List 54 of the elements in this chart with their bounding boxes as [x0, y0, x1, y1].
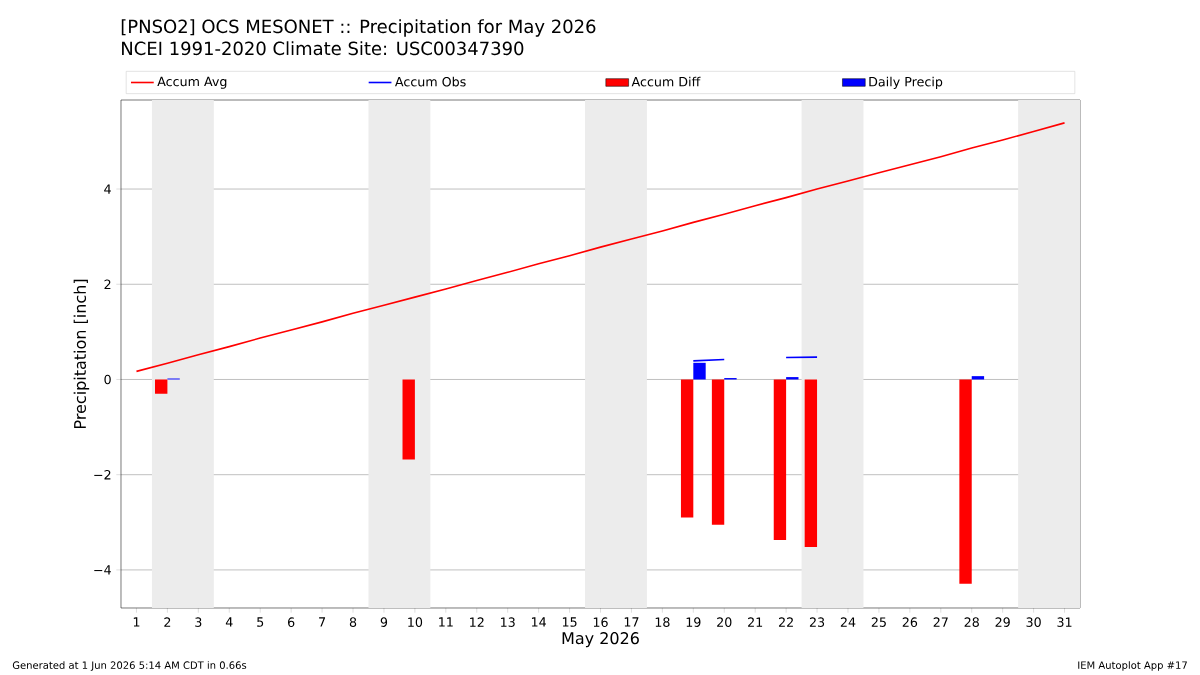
bar	[773, 379, 787, 540]
x-tick-label: 26	[902, 617, 918, 627]
chart-subtitle: NCEI 1991-2020 Climate Site: USC00347390	[122, 41, 524, 56]
bar	[959, 379, 972, 584]
x-tick-label: 14	[531, 617, 546, 627]
x-tick-label: 4	[225, 617, 233, 627]
x-tick-label: 11	[439, 617, 453, 627]
bar	[804, 379, 818, 548]
x-tick-label: 18	[655, 617, 670, 627]
x-tick-label: 5	[257, 617, 264, 627]
text: Generated at 1 Jun 2026 5:14 AM CDT in 0.66s	[12, 661, 247, 671]
line-series	[135, 122, 1066, 373]
x-tick-label: 8	[349, 617, 357, 627]
x-tick-label: 12	[470, 617, 484, 627]
bar	[680, 379, 694, 518]
bar	[155, 379, 168, 394]
x-tick-label: 20	[717, 617, 732, 627]
bar	[711, 379, 725, 525]
x-tick-label: 17	[624, 617, 639, 627]
y-tick-label: 2	[104, 279, 111, 289]
chart-title: [PNSO2] OCS MESONET :: Precipitation for May 2026	[121, 19, 596, 37]
x-tick-label: 29	[995, 617, 1010, 627]
x-tick-label: 23	[809, 617, 825, 627]
y-tick-label: 0	[104, 374, 111, 385]
x-tick-label: 7	[319, 617, 326, 627]
y-tick-label: 4	[104, 184, 111, 194]
x-tick-label: 1	[133, 617, 140, 627]
bar	[402, 379, 415, 460]
x-tick-label: 6	[288, 617, 295, 627]
legend-label: Accum Diff	[631, 76, 701, 87]
text: IEM Autoplot App #17	[1078, 661, 1187, 671]
x-tick-label: 24	[840, 617, 856, 627]
x-axis-title: May 2026	[562, 632, 639, 648]
y-tick-label: −4	[94, 565, 111, 575]
x-tick-label: 28	[964, 617, 979, 627]
x-tick-label: 19	[686, 617, 701, 627]
x-tick-label: 2	[164, 617, 171, 627]
legend-label: Accum Obs	[395, 76, 466, 87]
y-axis-title: Precipitation [inch]	[73, 279, 90, 428]
x-tick-label: 10	[408, 617, 423, 627]
x-tick-label: 3	[195, 617, 202, 627]
legend-label: Daily Precip	[869, 76, 943, 89]
x-tick-label: 13	[501, 617, 515, 627]
x-tick-label: 16	[593, 617, 608, 627]
x-tick-label: 31	[1057, 617, 1072, 627]
x-tick-label: 27	[933, 617, 948, 627]
legend-label: Accum Avg	[157, 76, 227, 89]
x-tick-label: 9	[380, 617, 388, 627]
x-tick-label: 30	[1026, 617, 1041, 627]
x-tick-label: 21	[748, 617, 763, 627]
x-tick-label: 15	[562, 617, 577, 627]
x-tick-label: 22	[778, 617, 793, 627]
x-tick-label: 25	[871, 617, 886, 627]
y-tick-label: −2	[94, 469, 111, 480]
